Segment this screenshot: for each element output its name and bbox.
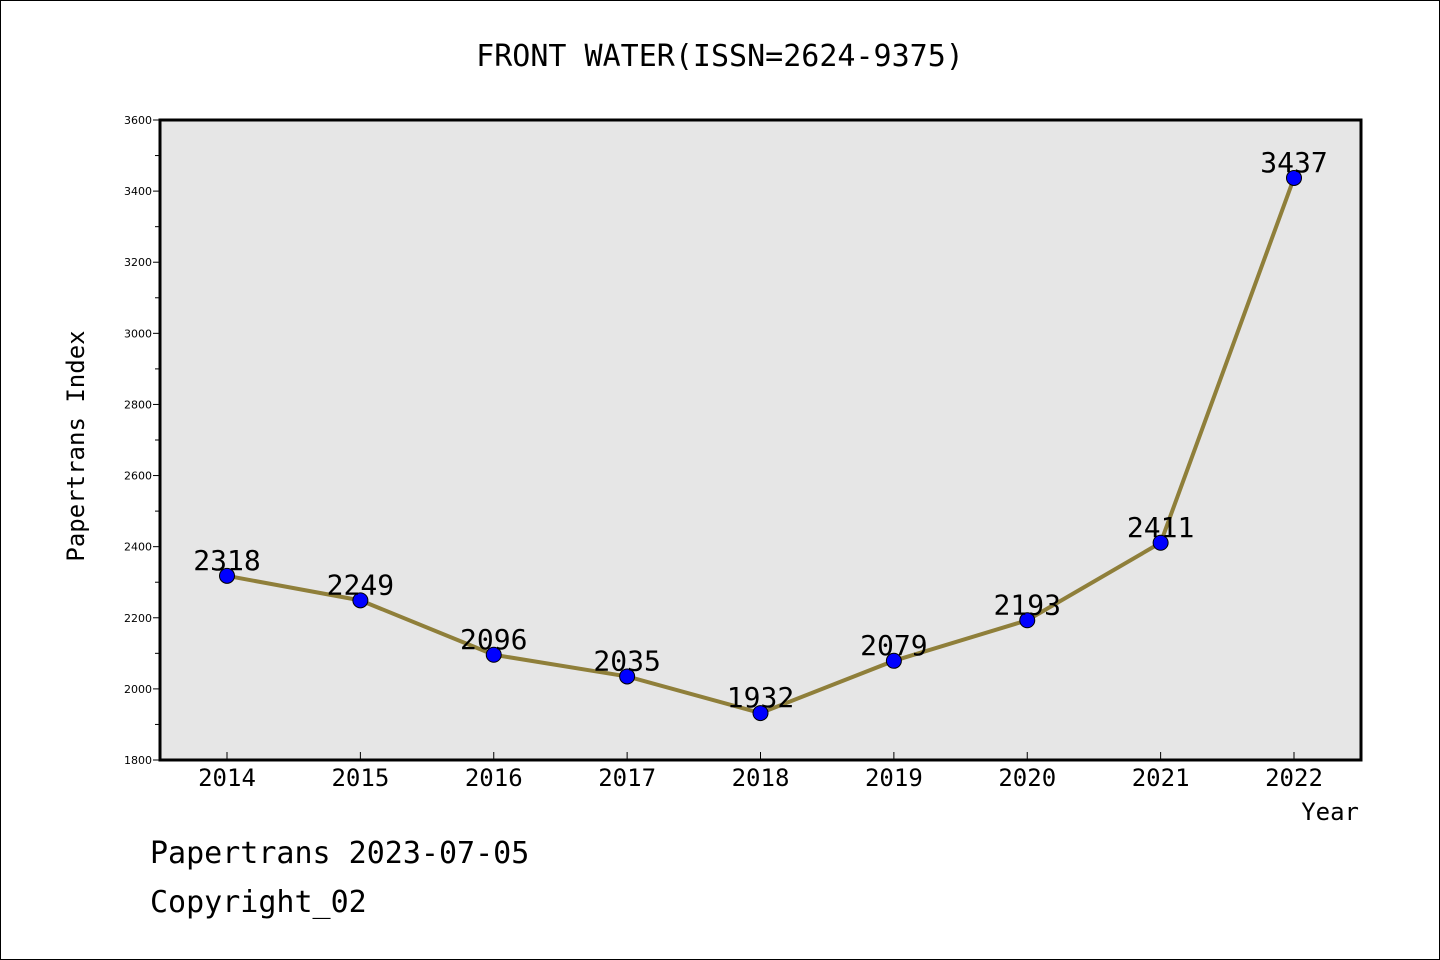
data-point: [1286, 169, 1302, 186]
data-point: [752, 705, 769, 722]
data-point: [219, 567, 235, 584]
data-label: 2411: [1127, 511, 1194, 544]
data-label: 2249: [327, 568, 394, 601]
x-axis: 2014 2015 2016 2017 2018 2019 2020 2021 2022: [198, 752, 1323, 792]
data-label: 2193: [994, 588, 1061, 621]
x-tick-label: 2016: [465, 764, 523, 792]
data-point: [352, 592, 369, 609]
x-tick-label: 2021: [1132, 764, 1190, 792]
y-tick-label: 2000: [124, 683, 152, 696]
x-tick-label: 2022: [1265, 764, 1323, 792]
data-point: [885, 652, 902, 669]
x-tick-label: 2019: [865, 764, 923, 792]
data-label: 3437: [1260, 146, 1327, 179]
y-axis-label: Papertrans Index: [62, 330, 90, 561]
data-label: 2318: [193, 544, 260, 577]
markers-layer: [219, 169, 1302, 722]
x-axis-label: Year: [1301, 798, 1359, 826]
data-point: [619, 668, 636, 685]
y-tick-label: 3600: [124, 114, 152, 127]
data-point: [1152, 534, 1169, 551]
y-tick-label: 2200: [124, 612, 152, 625]
data-label: 2079: [860, 629, 927, 662]
y-tick-label: 2800: [124, 398, 152, 411]
y-tick-label: 2400: [124, 541, 152, 554]
data-label: 2096: [460, 623, 527, 656]
x-tick-label: 2020: [998, 764, 1056, 792]
plot-area: [158, 118, 1363, 762]
y-tick-label: 3200: [124, 256, 152, 269]
x-tick-label: 2018: [732, 764, 790, 792]
footer-copyright-text: Copyright_02: [150, 885, 367, 920]
data-labels-layer: 2318 2249 2096 2035 1932 2079 2193 2411 3437: [193, 146, 1327, 714]
data-point: [485, 646, 502, 663]
y-tick-label: 2600: [124, 470, 152, 483]
x-tick-label: 2017: [598, 764, 656, 792]
y-tick-label: 3000: [124, 327, 152, 340]
y-tick-label: 1800: [124, 754, 152, 767]
chart-title: FRONT WATER(ISSN=2624-9375): [476, 39, 964, 74]
y-tick-label: 3400: [124, 185, 152, 198]
data-label: 1932: [727, 681, 794, 714]
y-axis: 1800 2000 2200 2400 2600 2800 3000 3200 3400 3600: [124, 114, 160, 767]
data-point: [1019, 612, 1036, 629]
data-label: 2035: [593, 644, 660, 677]
x-tick-label: 2014: [198, 764, 256, 792]
x-tick-label: 2015: [331, 764, 389, 792]
footer-date-text: Papertrans 2023-07-05: [150, 836, 530, 871]
